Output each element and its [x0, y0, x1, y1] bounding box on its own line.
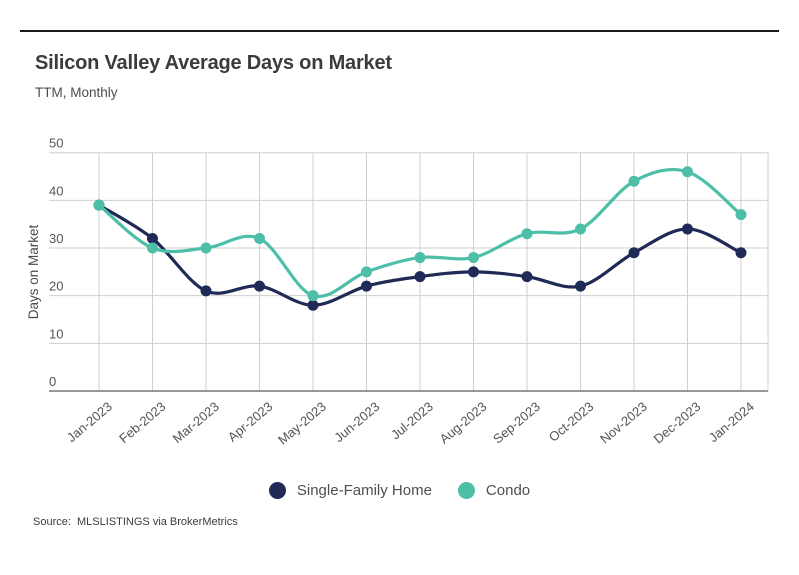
data-point — [361, 280, 372, 292]
y-tick-label: 10 — [49, 326, 63, 341]
legend-item-condo: Condo — [457, 482, 531, 499]
x-tick-label: May-2023 — [275, 399, 329, 448]
top-divider — [20, 30, 779, 32]
series-single-family-home — [93, 199, 747, 311]
data-point — [361, 266, 372, 278]
data-point — [254, 232, 265, 244]
legend-label-condo: Condo — [485, 482, 531, 499]
data-point — [307, 299, 319, 311]
data-point — [521, 271, 533, 283]
data-point — [468, 266, 479, 278]
y-axis-tick-labels: 0 10 20 30 40 50 — [49, 136, 63, 389]
data-point — [414, 252, 426, 264]
x-tick-label: Apr-2023 — [225, 399, 276, 445]
x-axis-tick-labels: Jan-2023 Feb-2023 Mar-2023 Apr-2023 May-2023… — [64, 399, 757, 448]
y-axis-title: Days on Market — [26, 224, 41, 319]
data-point — [254, 280, 265, 292]
y-tick-label: 50 — [49, 136, 63, 151]
data-point — [147, 232, 158, 244]
x-tick-label: Jul-2023 — [388, 399, 436, 443]
data-point — [682, 166, 693, 178]
source-note: Source: MLSLISTINGS via BrokerMetrics — [33, 516, 238, 528]
data-point — [628, 247, 640, 259]
data-point — [468, 252, 479, 264]
vertical-gridlines — [98, 152, 769, 391]
x-tick-label: Sep-2023 — [490, 399, 543, 447]
legend-item-single-family-home: Single-Family Home — [268, 482, 432, 499]
series-lines — [93, 166, 747, 311]
x-tick-label: Dec-2023 — [651, 399, 704, 447]
condo-dot-icon — [457, 482, 475, 499]
single-family-home-dot-icon — [268, 482, 286, 499]
data-point — [575, 280, 586, 292]
x-tick-label: Oct-2023 — [546, 399, 597, 445]
data-point — [93, 199, 105, 211]
data-point — [735, 247, 747, 259]
x-tick-label: Nov-2023 — [597, 399, 650, 447]
data-point — [147, 242, 158, 254]
x-tick-label: Jan-2024 — [706, 399, 757, 445]
legend-label-single-family-home: Single-Family Home — [296, 482, 432, 499]
chart-title: Silicon Valley Average Days on Market — [35, 52, 392, 74]
y-tick-label: 20 — [49, 279, 63, 294]
x-tick-label: Jun-2023 — [331, 399, 382, 445]
y-tick-label: 40 — [49, 183, 63, 198]
data-point — [521, 228, 533, 240]
data-point — [307, 290, 319, 302]
legend: Single-Family Home Condo — [0, 482, 799, 499]
data-point — [628, 175, 640, 187]
y-tick-label: 0 — [49, 374, 56, 389]
data-point — [200, 242, 212, 254]
data-point — [414, 271, 426, 283]
x-tick-label: Feb-2023 — [116, 399, 168, 446]
series-condo — [93, 166, 747, 302]
data-point — [682, 223, 693, 235]
data-point — [735, 209, 747, 221]
data-point — [200, 285, 212, 297]
chart-subtitle: TTM, Monthly — [35, 85, 118, 100]
horizontal-gridlines — [49, 152, 768, 392]
data-point — [575, 223, 586, 235]
x-tick-label: Mar-2023 — [170, 399, 222, 446]
x-tick-label: Jan-2023 — [64, 399, 115, 445]
y-tick-label: 30 — [49, 231, 63, 246]
x-tick-label: Aug-2023 — [437, 399, 490, 447]
